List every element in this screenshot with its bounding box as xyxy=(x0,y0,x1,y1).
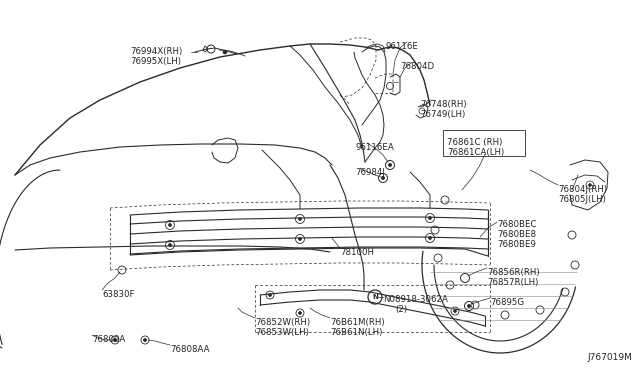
Text: 76808AA: 76808AA xyxy=(170,345,209,354)
Circle shape xyxy=(381,176,385,180)
Text: 76895G: 76895G xyxy=(490,298,524,307)
Text: 76861C (RH): 76861C (RH) xyxy=(447,138,502,147)
Text: 76984J: 76984J xyxy=(355,168,385,177)
Circle shape xyxy=(298,311,301,314)
Text: 76995X(LH): 76995X(LH) xyxy=(130,57,181,66)
Text: 7680BEC: 7680BEC xyxy=(497,220,536,229)
FancyBboxPatch shape xyxy=(443,130,525,156)
Text: 76B61N(LH): 76B61N(LH) xyxy=(330,328,382,337)
Text: 76857R(LH): 76857R(LH) xyxy=(487,278,538,287)
Text: 76861CA(LH): 76861CA(LH) xyxy=(447,148,504,157)
Circle shape xyxy=(298,237,301,241)
Circle shape xyxy=(223,50,227,54)
Text: 76804J(RH): 76804J(RH) xyxy=(558,185,607,194)
Text: 96116E: 96116E xyxy=(385,42,418,51)
Text: 76B61M(RH): 76B61M(RH) xyxy=(330,318,385,327)
Circle shape xyxy=(113,339,116,341)
Circle shape xyxy=(143,339,147,341)
Circle shape xyxy=(429,217,431,219)
Text: 96116EA: 96116EA xyxy=(355,143,394,152)
Text: J767019M: J767019M xyxy=(587,353,632,362)
Text: 76994X(RH): 76994X(RH) xyxy=(130,47,182,56)
Text: 76856R(RH): 76856R(RH) xyxy=(487,268,540,277)
Circle shape xyxy=(168,224,172,227)
Circle shape xyxy=(454,310,456,312)
Circle shape xyxy=(589,183,591,186)
Text: 7680BE9: 7680BE9 xyxy=(497,240,536,249)
Circle shape xyxy=(168,244,172,247)
Circle shape xyxy=(388,164,392,167)
Text: 78100H: 78100H xyxy=(340,248,374,257)
Text: 76809A: 76809A xyxy=(92,335,125,344)
Circle shape xyxy=(269,294,271,296)
Text: N: N xyxy=(372,294,378,300)
Circle shape xyxy=(467,305,470,308)
Text: 7680BE8: 7680BE8 xyxy=(497,230,536,239)
Text: N08918-3062A: N08918-3062A xyxy=(383,295,448,304)
Text: 76804D: 76804D xyxy=(400,62,434,71)
Text: 76852W(RH): 76852W(RH) xyxy=(255,318,310,327)
Text: 76805J(LH): 76805J(LH) xyxy=(558,195,606,204)
Text: 63830F: 63830F xyxy=(102,290,134,299)
Circle shape xyxy=(298,218,301,221)
Text: 76853W(LH): 76853W(LH) xyxy=(255,328,309,337)
Circle shape xyxy=(429,237,431,240)
Text: 76748(RH): 76748(RH) xyxy=(420,100,467,109)
Text: (2): (2) xyxy=(395,305,407,314)
Text: 76749(LH): 76749(LH) xyxy=(420,110,465,119)
